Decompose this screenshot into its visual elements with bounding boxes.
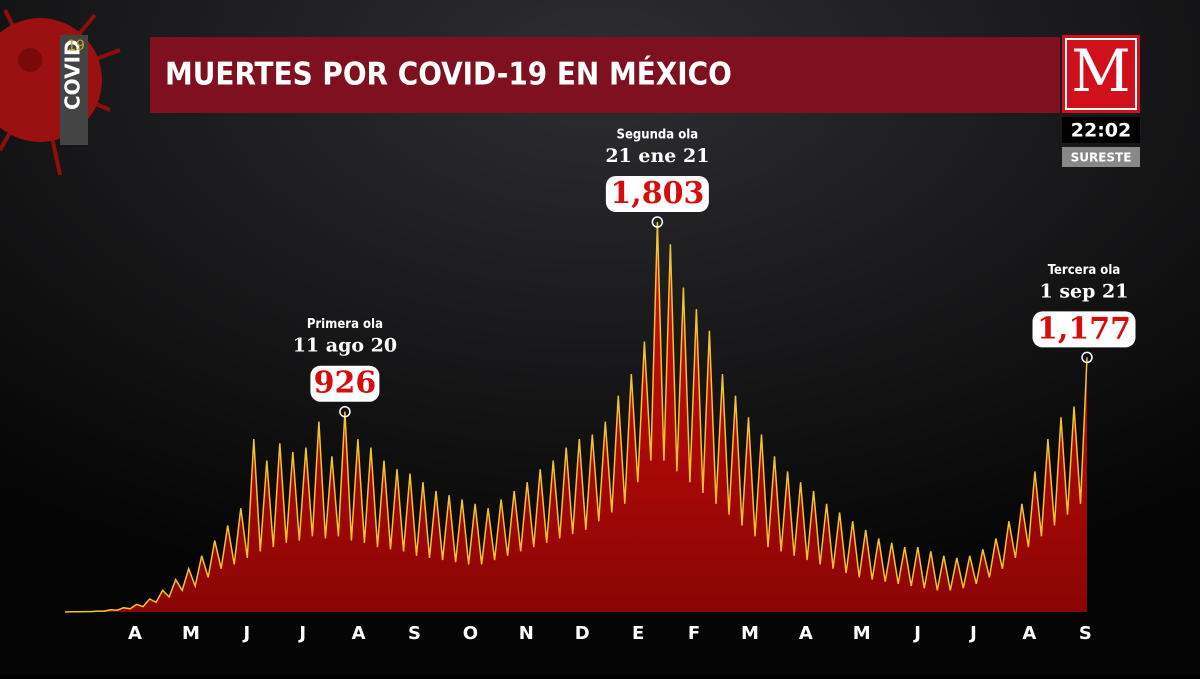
- annotation-date: 11 ago 20: [293, 335, 397, 357]
- value-label-box: [310, 365, 380, 402]
- x-tick-label: A: [799, 623, 813, 644]
- annotation-marker: [651, 216, 664, 228]
- x-tick-label: S: [1079, 623, 1092, 644]
- value-label-box: [1032, 311, 1136, 348]
- line: [64, 221, 1088, 613]
- value-label: 926: [314, 366, 377, 401]
- time-box: [1062, 117, 1140, 143]
- value-label: 1,177: [1037, 311, 1131, 346]
- x-tick-label: E: [632, 623, 644, 644]
- title-bar: [150, 37, 1060, 113]
- time: 22:02: [1071, 120, 1131, 142]
- x-tick-label: O: [463, 623, 478, 644]
- x-tick-label: J: [241, 623, 250, 644]
- logo-box: [1062, 35, 1140, 113]
- x-tick-label: M: [853, 623, 871, 644]
- logo: M: [1071, 37, 1130, 105]
- annotation-marker: [339, 405, 351, 418]
- value-label-box: [605, 176, 709, 212]
- logo-border: [1065, 38, 1137, 110]
- x-tick-label: J: [968, 623, 977, 644]
- x-tick-label: M: [182, 623, 200, 644]
- x-tick-label: A: [128, 623, 142, 644]
- x-tick-label: M: [741, 623, 759, 644]
- badge-box: [60, 35, 88, 145]
- annotation-label: Tercera ola: [1048, 263, 1120, 278]
- annotation-label: Segunda ola: [617, 128, 699, 143]
- area: [65, 222, 1087, 612]
- x-tick-label: J: [297, 623, 306, 644]
- annotation-date: 1 sep 21: [1040, 280, 1129, 302]
- x-tick-label: N: [519, 623, 534, 644]
- x-tick-label: J: [912, 623, 921, 644]
- title: MUERTES POR COVID-19 EN MÉXICO: [165, 57, 732, 93]
- annotation-marker: [1081, 351, 1093, 364]
- value-label: 1,803: [610, 176, 704, 211]
- annotation-label: Primera ola: [307, 317, 383, 332]
- region-box: [1062, 147, 1140, 167]
- plot: A M J J A S O N D E F M A M J J A S 926 11 ago 20 Primera ol…: [64, 128, 1136, 644]
- badge-number: 19: [67, 38, 85, 54]
- x-tick-label: A: [352, 623, 366, 644]
- badge: COVID: [61, 39, 85, 110]
- x-tick-label: F: [688, 623, 700, 644]
- annotation-date: 21 ene 21: [605, 145, 709, 167]
- x-tick-label: S: [408, 623, 421, 644]
- x-tick-label: D: [575, 623, 590, 644]
- region: SURESTE: [1071, 151, 1132, 165]
- x-tick-label: A: [1022, 623, 1036, 644]
